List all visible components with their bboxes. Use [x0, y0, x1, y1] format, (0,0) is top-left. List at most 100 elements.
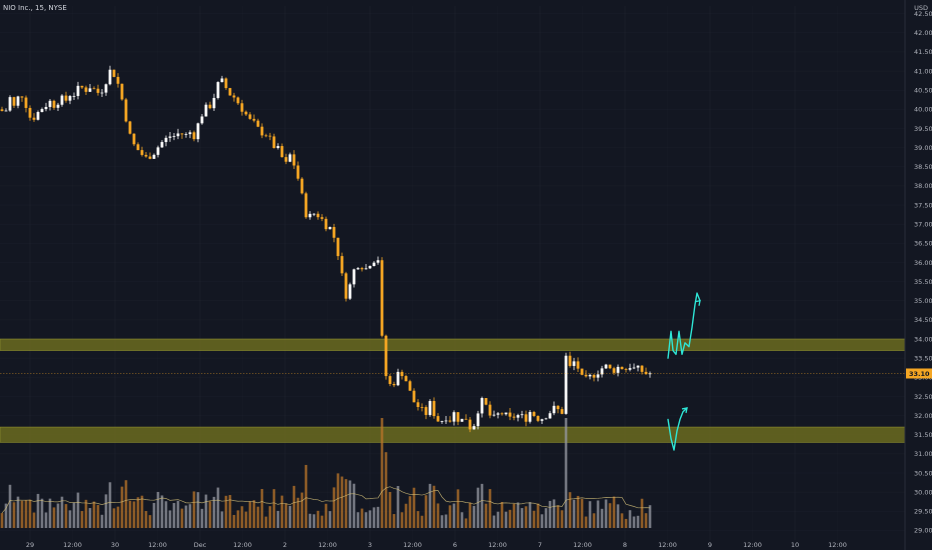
price-tick-label: 33.50	[914, 354, 932, 362]
candle-body	[624, 369, 628, 370]
volume-bar	[400, 512, 404, 528]
candle-body	[124, 99, 128, 122]
candle-body	[176, 133, 180, 137]
volume-bar	[72, 502, 76, 528]
volume-bar	[516, 502, 520, 528]
volume-bars	[0, 418, 652, 528]
volume-bar	[92, 501, 96, 528]
volume-bar	[328, 511, 332, 528]
candle-body	[92, 88, 96, 90]
volume-bar	[436, 503, 440, 528]
volume-bar	[204, 494, 208, 528]
volume-bar	[640, 498, 644, 528]
candle-body	[88, 88, 92, 92]
candle-body	[280, 146, 284, 158]
time-tick-label: 12:00	[233, 541, 252, 549]
hand-drawn-arrows	[667, 292, 701, 451]
candle-body	[572, 361, 576, 366]
price-tick-label: 42.50	[914, 10, 932, 18]
candle-body	[304, 193, 308, 218]
volume-bar	[384, 452, 388, 528]
candle-body	[548, 413, 552, 419]
candle-body	[420, 407, 424, 408]
candle-body	[360, 268, 364, 270]
time-tick-label: 12:00	[743, 541, 762, 549]
volume-bar	[540, 514, 544, 528]
volume-bar	[180, 508, 184, 528]
volume-bar	[224, 495, 228, 528]
volume-bar	[452, 503, 456, 528]
volume-bar	[556, 505, 560, 528]
volume-bar	[388, 492, 392, 528]
volume-bar	[616, 504, 620, 528]
volume-bar	[584, 516, 588, 528]
candle-body	[296, 165, 300, 179]
volume-bar	[32, 512, 36, 528]
candle-body	[580, 368, 584, 375]
volume-bar	[24, 500, 28, 528]
candle-body	[612, 368, 616, 373]
time-tick-label: 30	[111, 541, 119, 549]
candle-body	[452, 412, 456, 422]
volume-bar	[240, 506, 244, 528]
currency-label: USD	[914, 4, 928, 12]
candle-body	[276, 146, 280, 148]
candle-body	[528, 412, 532, 422]
volume-bar	[508, 509, 512, 528]
candle-body	[456, 412, 460, 422]
volume-bar	[128, 500, 132, 528]
volume-bar	[596, 500, 600, 528]
last-price-marker: 33.10	[0, 368, 932, 379]
volume-bar	[44, 512, 48, 528]
candle-body	[68, 96, 72, 101]
volume-bar	[428, 483, 432, 528]
volume-bar	[484, 503, 488, 528]
price-axis[interactable]: 42.50 42.00 41.50 41.00 40.50 40.00 39.50 39.00…	[914, 10, 932, 535]
volume-bar	[408, 496, 412, 528]
candle-body	[448, 420, 452, 422]
candle-body	[352, 269, 356, 285]
time-tick-label: 12:00	[828, 541, 847, 549]
price-tick-label: 38.00	[914, 182, 932, 190]
volume-bar	[276, 510, 280, 528]
candle-body	[568, 355, 572, 366]
volume-bar	[500, 502, 504, 528]
price-tick-label: 30.50	[914, 469, 932, 477]
volume-bar	[380, 418, 384, 528]
volume-bar	[504, 511, 508, 528]
candle-body	[348, 284, 352, 299]
candle-body	[0, 109, 4, 111]
candle-body	[620, 366, 624, 370]
price-tick-label: 31.50	[914, 431, 932, 439]
candle-body	[320, 217, 324, 219]
candle-body	[388, 376, 392, 384]
candle-body	[332, 227, 336, 238]
candle-body	[248, 114, 252, 119]
volume-bar	[372, 507, 376, 528]
volume-bar	[116, 506, 120, 528]
candle-body	[220, 78, 224, 83]
volume-bar	[304, 464, 308, 528]
volume-bar	[360, 508, 364, 528]
volume-bar	[8, 484, 12, 528]
volume-bar	[216, 487, 220, 528]
candle-body	[404, 376, 408, 382]
volume-bar	[256, 506, 260, 528]
volume-bar	[604, 499, 608, 528]
candle-body	[592, 374, 596, 378]
candle-body	[468, 419, 472, 430]
candle-body	[232, 95, 236, 98]
time-axis[interactable]: 29 12:00 30 12:00 Dec 12:00 2 12:00 3 12:00 6 12:00…	[26, 541, 847, 549]
volume-bar	[84, 499, 88, 528]
candle-body	[492, 414, 496, 416]
volume-bar	[476, 487, 480, 528]
volume-bar	[608, 503, 612, 528]
volume-bar	[468, 502, 472, 528]
price-tick-label: 34.50	[914, 316, 932, 324]
price-tick-label: 37.00	[914, 220, 932, 228]
volume-bar	[68, 510, 72, 528]
price-tick-label: 34.00	[914, 335, 932, 343]
time-tick-label: 6	[453, 541, 457, 549]
candle-body	[584, 374, 588, 377]
